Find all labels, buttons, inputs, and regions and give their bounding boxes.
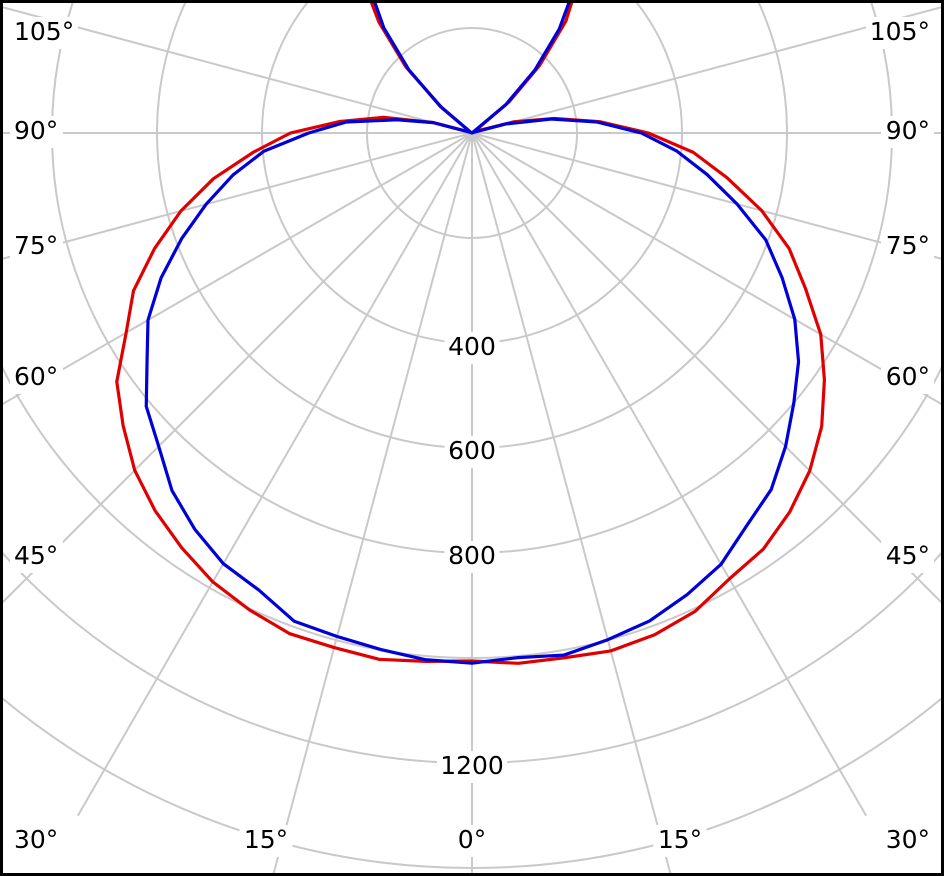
angle-label-left: 105°: [14, 17, 74, 46]
angle-label-right: 45°: [886, 541, 930, 570]
grid-spoke-75: [471, 132, 942, 260]
angular-tick-labels: 105° 90° 75° 60° 45° 30° 105° 90° 75° 60° 45° 30° 15…: [10, 17, 934, 857]
grid-spoke-45: [471, 132, 942, 605]
angle-label-right: 105°: [870, 17, 930, 46]
angle-label-halo: [239, 825, 293, 857]
angle-label-halo: [881, 231, 934, 263]
grid-spoke-60: [471, 132, 942, 406]
grid-spoke--15: [272, 132, 473, 874]
angle-label-left: 30°: [14, 825, 58, 854]
radial-label-halo: [444, 541, 500, 573]
radial-tick-label: 400: [448, 332, 496, 361]
grid-spoke--30: [77, 132, 473, 816]
angle-label-halo: [10, 17, 78, 49]
angle-label-left: 75°: [14, 231, 58, 260]
radial-tick-labels: 400 600 800 1200: [437, 332, 507, 783]
grid-spoke--45: [2, 132, 473, 605]
grid-spoke--60: [2, 132, 473, 406]
angle-label-bottom: 0°: [458, 825, 486, 854]
angle-label-bottom: 15°: [658, 825, 702, 854]
angle-label-right: 75°: [886, 231, 930, 260]
angle-label-left: 60°: [14, 362, 58, 391]
angle-label-left: 45°: [14, 541, 58, 570]
radial-label-halo: [444, 332, 500, 364]
radial-tick-label: 1200: [440, 751, 504, 780]
curve-c90-c270: [144, 2, 801, 665]
angle-label-halo: [10, 116, 63, 148]
data-curves: [115, 2, 826, 665]
radial-label-halo: [437, 751, 507, 783]
angle-label-halo: [10, 541, 63, 573]
angle-label-halo: [881, 541, 934, 573]
grid-spoke-30: [471, 132, 867, 816]
angle-label-right: 90°: [886, 116, 930, 145]
angle-label-halo: [881, 362, 934, 394]
angle-label-halo: [866, 17, 934, 49]
grid-spoke-15: [471, 132, 672, 874]
angle-label-halo: [453, 825, 491, 857]
angle-label-left: 90°: [14, 116, 58, 145]
angle-label-halo: [10, 231, 63, 263]
angle-label-right: 30°: [886, 825, 930, 854]
grid-spoke-105: [471, 6, 942, 134]
angle-label-halo: [881, 825, 934, 857]
angle-label-halo: [10, 362, 63, 394]
angle-label-halo: [10, 825, 63, 857]
angle-label-bottom: 15°: [244, 825, 288, 854]
radial-label-halo: [444, 436, 500, 468]
angle-label-halo: [653, 825, 707, 857]
grid-spoke--75: [2, 132, 473, 260]
angle-label-right: 60°: [886, 362, 930, 391]
angle-label-halo: [881, 116, 934, 148]
radial-tick-label: 800: [448, 541, 496, 570]
radial-tick-label: 600: [448, 436, 496, 465]
grid-spoke--105: [2, 6, 473, 134]
